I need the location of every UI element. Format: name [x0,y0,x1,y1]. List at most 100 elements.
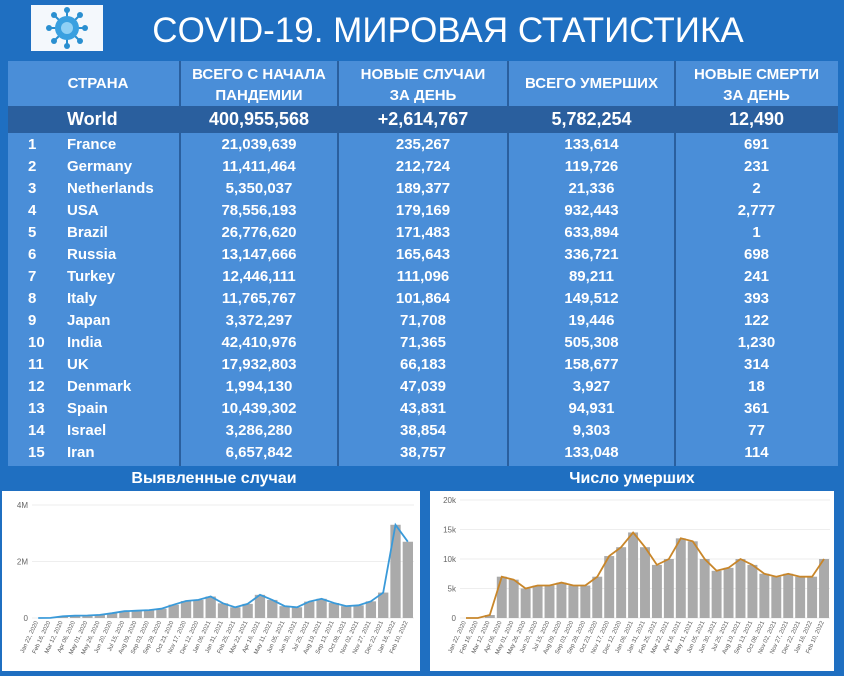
bar [771,577,781,618]
bar [378,593,388,618]
header-total-line1: ВСЕГО С НАЧАЛА [180,63,338,86]
row-deaths: 9,303 [508,420,675,442]
bar [181,601,191,618]
row-deaths: 932,443 [508,200,675,222]
row-new: 71,365 [338,332,508,354]
row-new-deaths: 314 [675,354,838,376]
row-country: Russia [67,244,187,266]
row-country: Germany [67,156,187,178]
row-new-deaths: 18 [675,376,838,398]
bar [795,577,805,618]
row-rank: 14 [28,420,54,442]
row-total: 11,765,767 [180,288,338,310]
bar [783,574,793,618]
page-title: COVID-19. МИРОВАЯ СТАТИСТИКА [128,6,768,56]
row-deaths: 505,308 [508,332,675,354]
row-rank: 7 [28,266,54,288]
row-country: Turkey [67,266,187,288]
y-tick-label: 0 [452,614,457,623]
row-new: 212,724 [338,156,508,178]
bar [700,559,710,618]
row-country: Spain [67,398,187,420]
bar [604,556,614,618]
y-tick-label: 2M [17,558,28,567]
row-new-deaths: 114 [675,442,838,464]
row-new-deaths: 2,777 [675,200,838,222]
row-new-deaths: 691 [675,134,838,156]
bar [688,541,698,618]
bar [390,525,400,618]
y-tick-label: 15k [443,526,457,535]
row-new: 43,831 [338,398,508,420]
row-country: Japan [67,310,187,332]
bar [206,597,216,618]
row-country: India [67,332,187,354]
world-row: World 400,955,568 +2,614,767 5,782,254 1… [8,106,838,133]
bar [316,599,326,618]
row-deaths: 149,512 [508,288,675,310]
bar [132,611,142,618]
row-rank: 6 [28,244,54,266]
header-new-line1: НОВЫЕ СЛУЧАИ [338,63,508,86]
row-total: 6,657,842 [180,442,338,464]
bar [341,606,351,618]
row-new: 111,096 [338,266,508,288]
row-new-deaths: 122 [675,310,838,332]
row-deaths: 336,721 [508,244,675,266]
bar [712,571,722,618]
bar [353,605,363,618]
bar [747,565,757,618]
row-new: 71,708 [338,310,508,332]
row-deaths: 133,614 [508,134,675,156]
row-new-deaths: 393 [675,288,838,310]
row-rank: 12 [28,376,54,398]
row-deaths: 3,927 [508,376,675,398]
row-total: 13,147,666 [180,244,338,266]
row-rank: 9 [28,310,54,332]
row-deaths: 119,726 [508,156,675,178]
row-country: Iran [67,442,187,464]
bar [156,609,166,618]
row-new: 66,183 [338,354,508,376]
bar [509,580,519,618]
row-rank: 11 [28,354,54,376]
row-country: Denmark [67,376,187,398]
row-new-deaths: 361 [675,398,838,420]
row-new-deaths: 231 [675,156,838,178]
bar [819,559,829,618]
y-tick-label: 0 [24,614,29,623]
row-deaths: 19,446 [508,310,675,332]
row-rank: 2 [28,156,54,178]
bar [329,603,339,618]
row-country: Netherlands [67,178,187,200]
row-rank: 4 [28,200,54,222]
bar [279,606,289,618]
bar [242,604,252,618]
row-total: 78,556,193 [180,200,338,222]
bar [759,574,769,618]
row-total: 21,039,639 [180,134,338,156]
cases-chart-title: Выявленные случаи [8,468,420,490]
row-deaths: 133,048 [508,442,675,464]
row-rank: 13 [28,398,54,420]
row-country: USA [67,200,187,222]
row-new: 101,864 [338,288,508,310]
bar [218,603,228,618]
bar [292,607,302,618]
row-rank: 10 [28,332,54,354]
y-tick-label: 10k [443,555,457,564]
